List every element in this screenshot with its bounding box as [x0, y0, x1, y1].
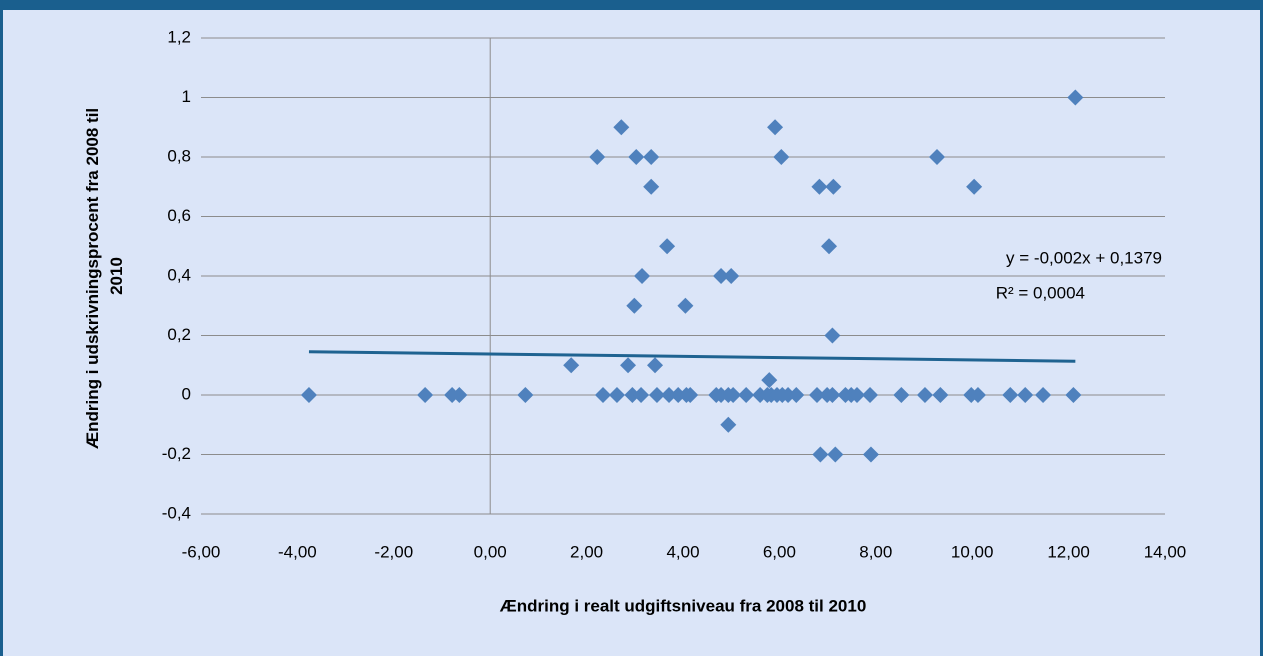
x-tick-label: 12,00 [1047, 542, 1090, 561]
y-tick-label: 1,2 [167, 27, 191, 46]
point [633, 387, 650, 403]
point [966, 178, 983, 195]
point [589, 149, 606, 165]
point [723, 268, 740, 284]
point [661, 387, 678, 403]
top-bar [0, 0, 1263, 10]
point [517, 387, 534, 403]
point [613, 119, 630, 136]
x-tick-label: 4,00 [666, 542, 699, 561]
point [713, 268, 730, 284]
point [969, 387, 986, 403]
point [634, 268, 651, 284]
y-axis-title-line: Ændring i udskrivningsprocent fra 2008 t… [83, 108, 102, 449]
point [659, 238, 676, 255]
point [1035, 387, 1052, 403]
trendline-equation: y = -0,002x + 0,1379 [1006, 248, 1162, 267]
point [563, 357, 580, 374]
point [824, 387, 841, 403]
x-tick-label: 2,00 [570, 542, 603, 561]
point [821, 238, 838, 255]
point [849, 387, 866, 403]
point [594, 387, 611, 403]
point [682, 387, 699, 403]
x-tick-label: 8,00 [859, 542, 892, 561]
point [620, 357, 637, 374]
y-tick-label: 1 [182, 87, 191, 106]
point [643, 178, 660, 195]
point [767, 119, 784, 136]
point [720, 416, 737, 433]
point [827, 446, 844, 463]
point [1002, 387, 1019, 403]
point [1067, 89, 1084, 106]
y-axis-title-line: 2010 [107, 257, 126, 295]
point [626, 297, 643, 314]
point [929, 149, 946, 165]
point [417, 387, 434, 403]
y-tick-label: 0 [182, 384, 191, 403]
trendline-r2: R² = 0,0004 [996, 283, 1085, 302]
point [825, 178, 842, 195]
right-border [1260, 0, 1263, 656]
point [761, 372, 778, 389]
left-border [0, 0, 3, 656]
y-axis-title: Ændring i udskrivningsprocent fra 2008 t… [83, 103, 126, 449]
x-tick-label: 10,00 [951, 542, 994, 561]
point [725, 387, 742, 403]
y-tick-label: 0,2 [167, 325, 191, 344]
x-tick-label: -4,00 [278, 542, 317, 561]
y-tick-label: 0,8 [167, 146, 191, 165]
point [862, 387, 879, 403]
point [643, 149, 660, 165]
x-tick-label: 6,00 [763, 542, 796, 561]
point [824, 327, 841, 344]
point [608, 387, 625, 403]
trendline [308, 350, 1076, 363]
x-axis-title: Ændring i realt udgiftsniveau fra 2008 t… [500, 596, 867, 615]
point [624, 387, 641, 403]
y-tick-label: 0,6 [167, 206, 191, 225]
point [773, 149, 790, 165]
point [893, 387, 910, 403]
point [1065, 387, 1082, 403]
point [916, 387, 933, 403]
point [812, 446, 829, 463]
y-tick-label: -0,4 [162, 503, 191, 522]
point [451, 387, 468, 403]
x-tick-label: -6,00 [182, 542, 221, 561]
point [677, 297, 694, 314]
point [1017, 387, 1034, 403]
point [788, 387, 805, 403]
y-tick-label: 0,4 [167, 265, 191, 284]
point [628, 149, 645, 165]
point [808, 387, 825, 403]
point [300, 387, 317, 403]
x-tick-label: 14,00 [1144, 542, 1187, 561]
y-tick-label: -0,2 [162, 444, 191, 463]
point [670, 387, 687, 403]
point [780, 387, 797, 403]
point [811, 178, 828, 195]
point [738, 387, 755, 403]
x-tick-label: 0,00 [474, 542, 507, 561]
point [647, 357, 664, 374]
point [932, 387, 949, 403]
point [648, 387, 665, 403]
point [862, 446, 879, 463]
x-tick-label: -2,00 [374, 542, 413, 561]
